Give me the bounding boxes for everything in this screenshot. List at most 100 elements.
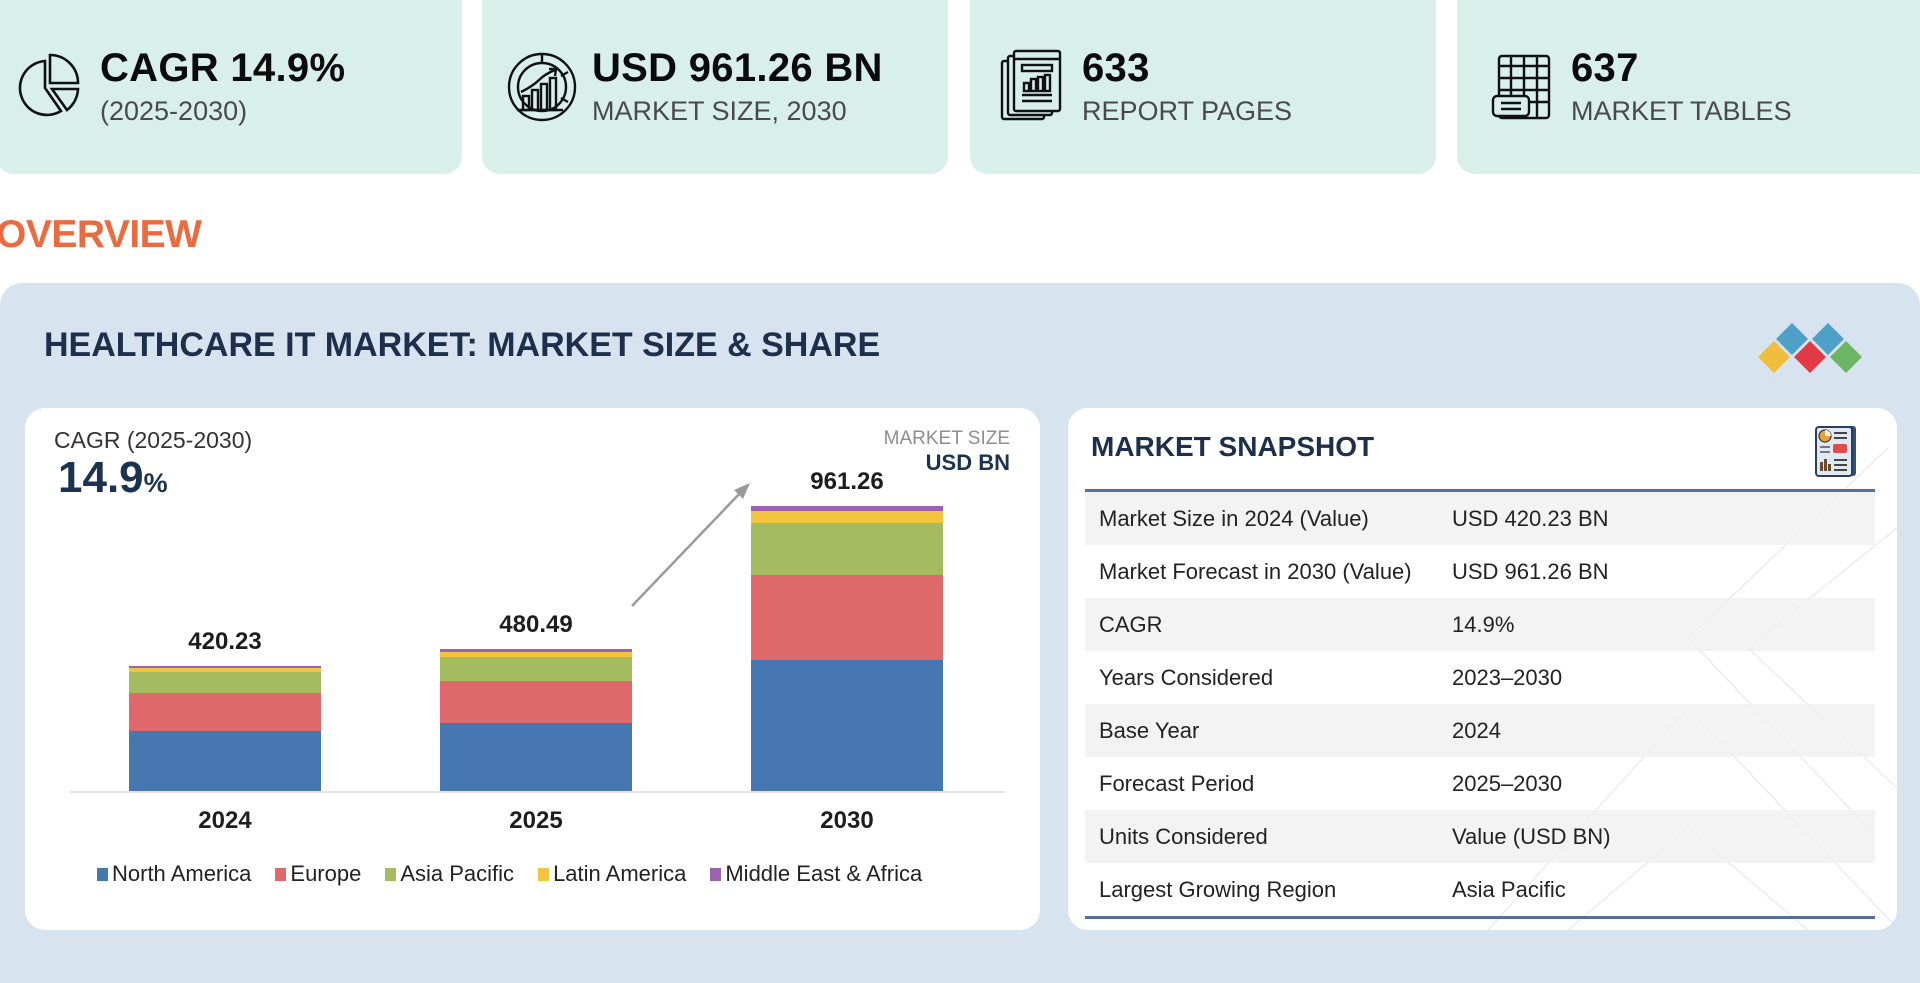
stat-label: (2025-2030): [100, 96, 248, 126]
cagr-value: 14.9%: [58, 453, 168, 503]
chart-legend: North America Europe Asia Pacific Latin …: [97, 861, 922, 887]
bar-segment: [129, 667, 321, 672]
bar-segment: [440, 656, 632, 681]
market-tables-icon: [1481, 47, 1561, 127]
snapshot-key: Base Year: [1099, 717, 1200, 743]
snapshot-value: 2025–2030: [1452, 770, 1563, 796]
legend-swatch: [275, 867, 287, 881]
bar-segment: [440, 648, 632, 652]
bar-segment: [129, 693, 321, 732]
x-tick-label: 2030: [820, 807, 874, 834]
bar-total-label: 420.23: [188, 628, 262, 656]
legend-item-north-america: North America: [97, 861, 251, 887]
market-panel: HEALTHCARE IT MARKET: MARKET SIZE & SHAR…: [0, 283, 1920, 983]
snapshot-value: Asia Pacific: [1452, 876, 1566, 902]
stat-card-market-tables: 637 MARKET TABLES: [1457, 0, 1920, 174]
snapshot-row: Forecast Period 2025–2030: [1085, 757, 1875, 810]
snapshot-row: Market Size in 2024 (Value) USD 420.23 BN: [1085, 492, 1875, 545]
snapshot-row: Years Considered 2023–2030: [1085, 651, 1875, 704]
stat-card-market-size: USD 961.26 BN MARKET SIZE, 2030: [482, 0, 948, 174]
market-snapshot-card: MARKET SNAPSHOT Market Si: [1068, 408, 1897, 930]
legend-item-europe: Europe: [275, 861, 361, 887]
snapshot-row: Market Forecast in 2030 (Value) USD 961.2…: [1085, 545, 1875, 598]
bar-segment: [129, 671, 321, 694]
bar-total-label: 480.49: [499, 610, 573, 638]
snapshot-key: Largest Growing Region: [1099, 876, 1337, 902]
snapshot-title: MARKET SNAPSHOT: [1091, 431, 1375, 462]
panel-title: HEALTHCARE IT MARKET: MARKET SIZE & SHAR…: [44, 326, 881, 364]
unit-currency: USD BN: [925, 450, 1010, 475]
snapshot-value: USD 420.23 BN: [1452, 505, 1609, 531]
stat-label: REPORT PAGES: [1082, 96, 1293, 126]
stat-label: MARKET TABLES: [1571, 96, 1792, 126]
legend-label: North America: [112, 861, 252, 886]
x-axis-line: [70, 791, 1005, 793]
stat-value: 633: [1082, 46, 1150, 90]
legend-swatch: [97, 867, 108, 881]
snapshot-key: Market Forecast in 2030 (Value): [1099, 558, 1412, 584]
bar-segment: [751, 522, 943, 575]
stat-label: MARKET SIZE, 2030: [592, 96, 847, 126]
legend-item-latin-america: Latin America: [538, 861, 686, 887]
legend-label: Asia Pacific: [400, 861, 515, 886]
stat-card-report-pages: 633 REPORT PAGES: [970, 0, 1436, 174]
report-dashboard-icon: [1814, 424, 1858, 478]
snapshot-bottom-rule: [1085, 916, 1875, 919]
bar-2030: [751, 506, 943, 791]
cagr-unit: %: [143, 468, 168, 498]
bar-segment: [751, 506, 943, 512]
snapshot-row: Units Considered Value (USD BN): [1085, 810, 1875, 863]
market-growth-icon: [502, 47, 582, 127]
legend-label: Middle East & Africa: [725, 861, 923, 886]
legend-label: Latin America: [553, 861, 687, 886]
bar-segment: [440, 723, 632, 791]
snapshot-key: Forecast Period: [1099, 770, 1255, 796]
snapshot-row: Base Year 2024: [1085, 704, 1875, 757]
legend-item-asia-pacific: Asia Pacific: [385, 861, 514, 887]
bar-segment: [751, 511, 943, 523]
legend-swatch: [538, 867, 550, 881]
snapshot-value: USD 961.26 BN: [1452, 558, 1609, 584]
bar-segment: [129, 666, 321, 668]
stats-bar: CAGR 14.9% (2025-2030) USD 961.26 BN: [0, 0, 1920, 175]
legend-swatch: [385, 867, 397, 881]
bar-2024: [129, 666, 321, 791]
snapshot-key: Units Considered: [1099, 823, 1268, 849]
unit-label: MARKET SIZE: [883, 428, 1010, 449]
snapshot-key: Years Considered: [1099, 664, 1274, 690]
snapshot-row: CAGR 14.9%: [1085, 598, 1875, 651]
legend-item-middle-east-africa: Middle East & Africa: [710, 861, 922, 887]
pie-chart-icon: [10, 47, 90, 127]
stat-card-cagr: CAGR 14.9% (2025-2030): [0, 0, 462, 174]
legend-label: Europe: [290, 861, 362, 886]
section-title: OVERVIEW: [0, 213, 202, 256]
snapshot-row: Largest Growing Region Asia Pacific: [1085, 863, 1875, 916]
snapshot-key: CAGR: [1099, 611, 1163, 637]
snapshot-table: Market Size in 2024 (Value) USD 420.23 BN…: [1085, 492, 1875, 916]
x-tick-label: 2024: [198, 807, 252, 834]
stat-value: CAGR 14.9%: [100, 46, 346, 90]
bar-segment: [440, 681, 632, 724]
bar-segment: [129, 731, 321, 791]
report-pages-icon: [992, 47, 1072, 127]
stat-value: 637: [1571, 46, 1639, 90]
snapshot-top-rule: [1085, 489, 1875, 492]
bar-segment: [440, 651, 632, 657]
cagr-label: CAGR (2025-2030): [54, 427, 253, 453]
bar-2025: [440, 648, 632, 791]
growth-arrow-icon: [631, 483, 750, 607]
brand-logo-icon: [1755, 319, 1865, 379]
snapshot-value: Value (USD BN): [1452, 823, 1611, 849]
bar-segment: [751, 574, 943, 660]
bar-total-label: 961.26: [810, 467, 884, 495]
snapshot-key: Market Size in 2024 (Value): [1099, 505, 1369, 531]
bar-segment: [751, 659, 943, 791]
snapshot-value: 2023–2030: [1452, 664, 1563, 690]
legend-swatch: [710, 867, 722, 881]
snapshot-value: 14.9%: [1452, 611, 1515, 637]
stat-value: USD 961.26 BN: [592, 46, 883, 90]
snapshot-value: 2024: [1452, 717, 1501, 743]
cagr-number: 14.9: [58, 453, 144, 502]
x-tick-label: 2025: [509, 807, 563, 834]
chart-card: CAGR (2025-2030) 14.9% MARKET SIZE USD B…: [25, 408, 1040, 930]
